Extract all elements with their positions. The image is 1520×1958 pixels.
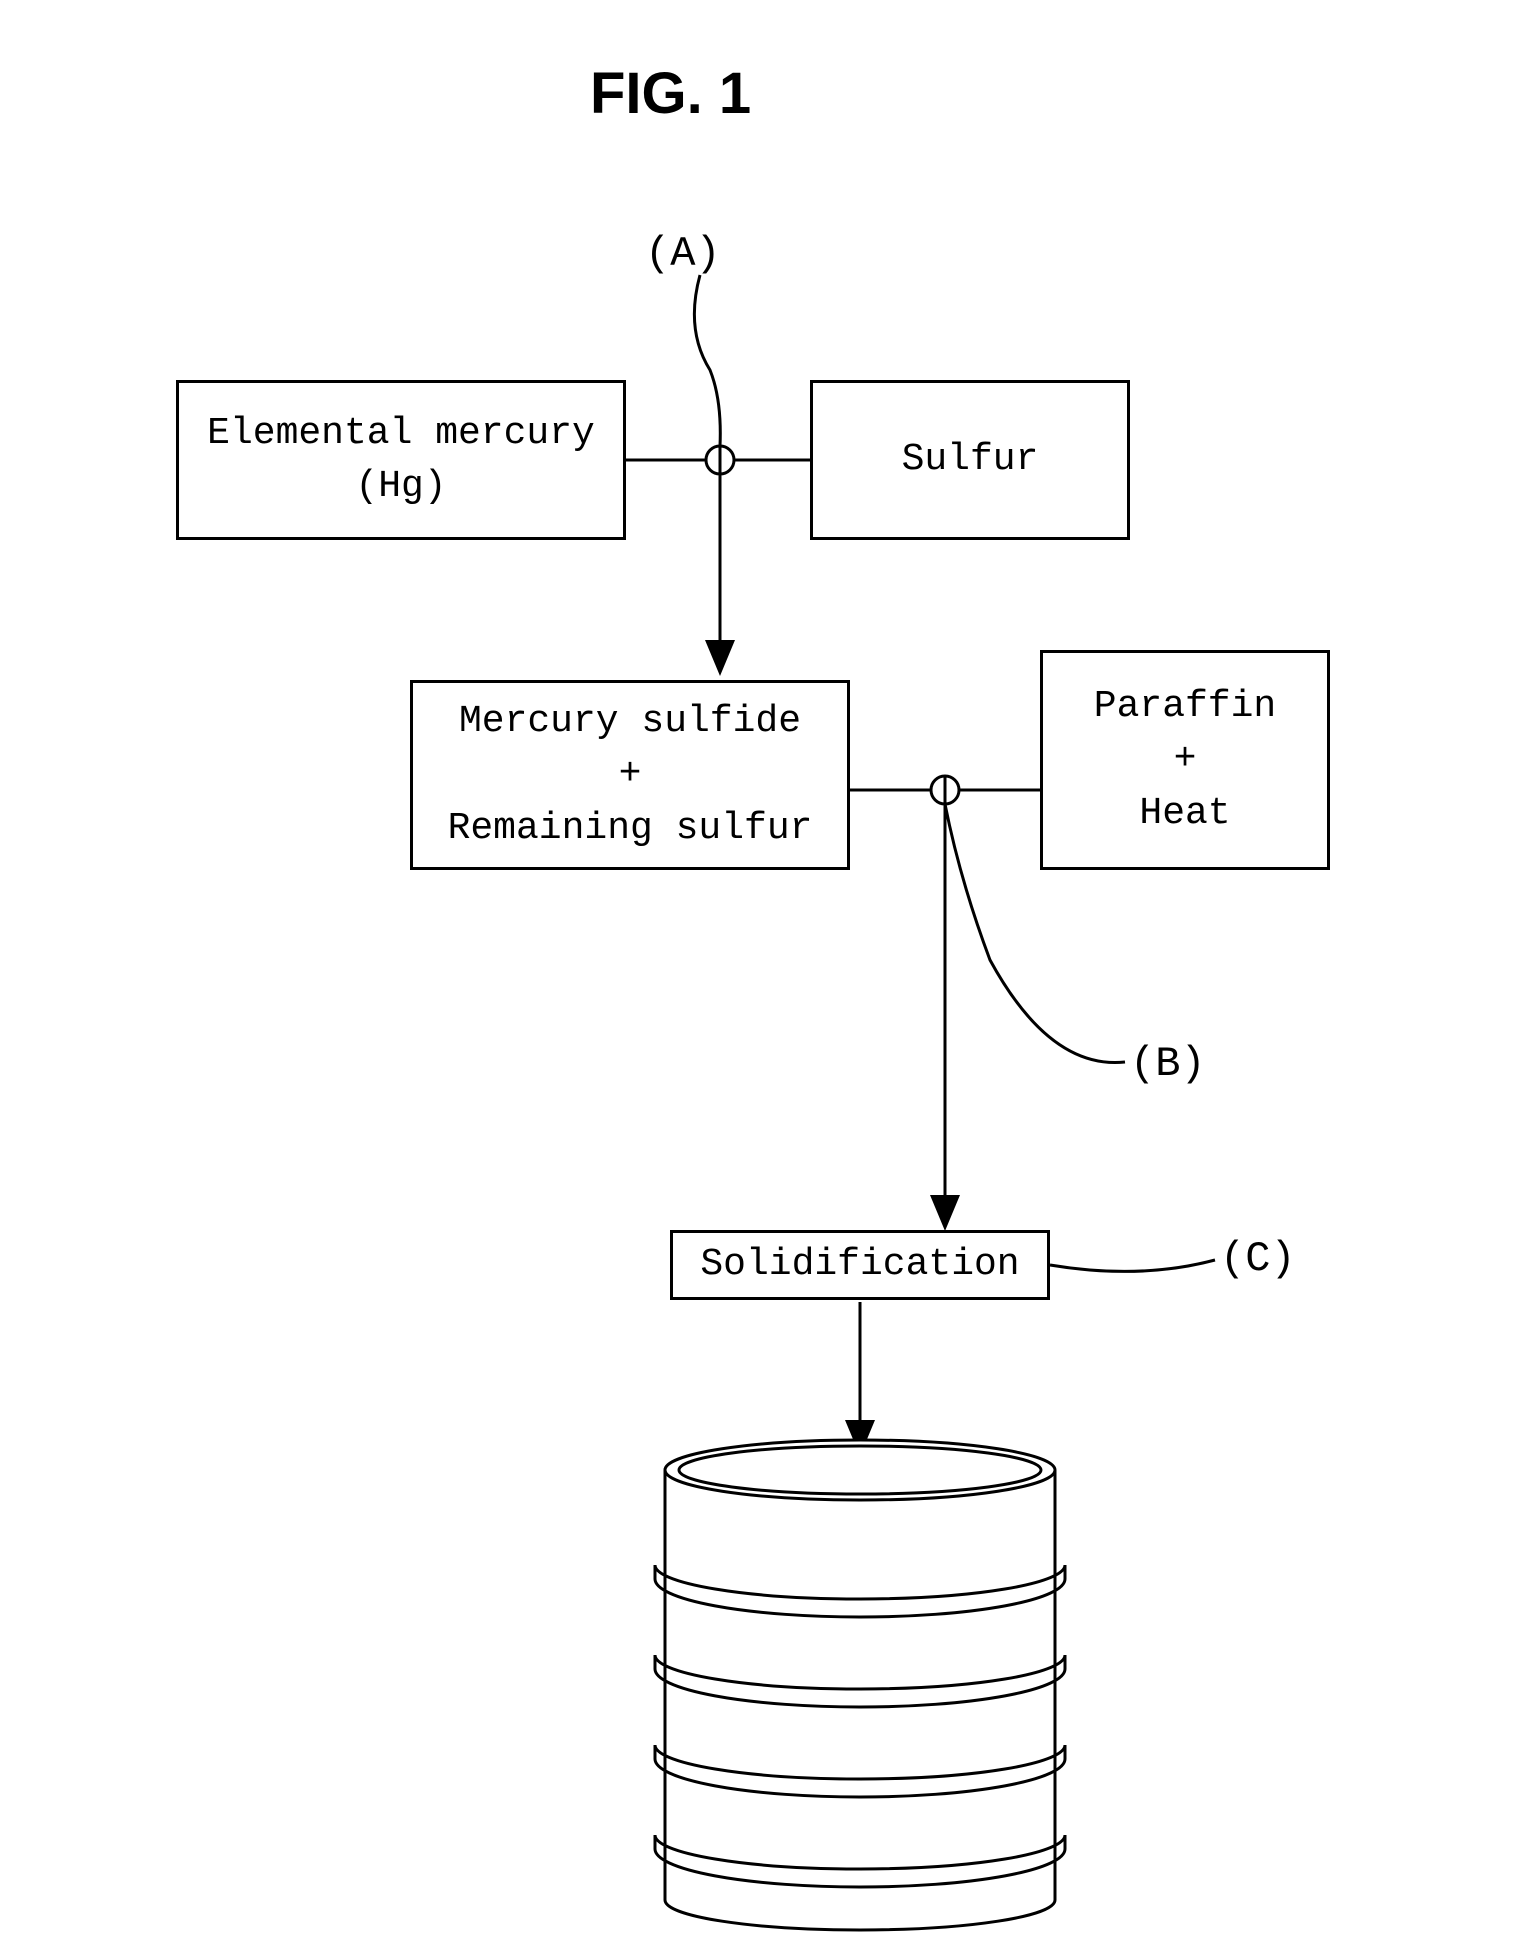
text-line: Heat [1139, 787, 1230, 840]
text-line: Mercury sulfide [459, 695, 801, 748]
text-line: Elemental mercury [207, 407, 595, 460]
box-mercury-sulfide: Mercury sulfide + Remaining sulfur [410, 680, 850, 870]
text-line: Paraffin [1094, 680, 1276, 733]
text-line: Remaining sulfur [448, 802, 813, 855]
label-a: (A) [645, 230, 721, 278]
text-line: + [1174, 733, 1197, 786]
box-paraffin-heat: Paraffin + Heat [1040, 650, 1330, 870]
box-elemental-mercury: Elemental mercury (Hg) [176, 380, 626, 540]
text-line: Solidification [700, 1238, 1019, 1291]
figure-title: FIG. 1 [590, 60, 751, 127]
diagram-svg [0, 0, 1520, 1958]
text-line: + [619, 748, 642, 801]
label-b: (B) [1130, 1040, 1206, 1088]
label-c: (C) [1220, 1235, 1296, 1283]
box-solidification: Solidification [670, 1230, 1050, 1300]
text-line: (Hg) [355, 460, 446, 513]
box-sulfur: Sulfur [810, 380, 1130, 540]
text-line: Sulfur [902, 433, 1039, 486]
